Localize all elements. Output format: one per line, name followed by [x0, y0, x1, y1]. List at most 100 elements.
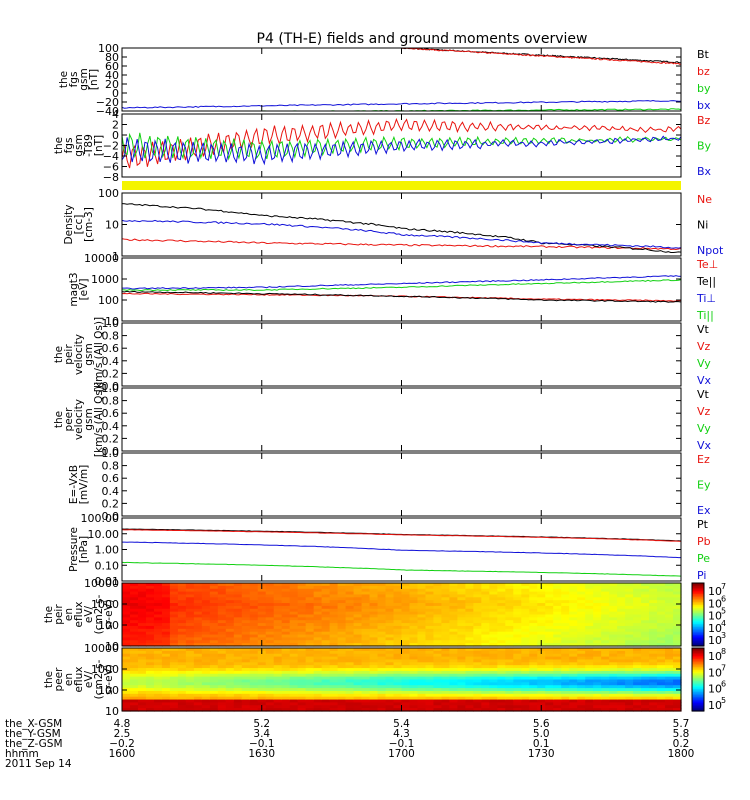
heatmap-cell [377, 665, 387, 669]
heatmap-cell [129, 608, 139, 613]
heatmap-cell [649, 594, 658, 598]
heatmap-cell [122, 594, 131, 598]
heatmap-cell [505, 594, 514, 598]
heatmap-cell [225, 702, 235, 706]
heatmap-cell [657, 659, 666, 663]
heatmap-cell [521, 585, 530, 590]
heatmap-cell [569, 670, 578, 675]
heatmap-cell [585, 662, 594, 666]
heatmap-cell [225, 643, 235, 647]
colorbar-cell [692, 706, 704, 709]
colorbar-label: 10 [708, 610, 722, 623]
heatmap-cell [225, 628, 235, 633]
heatmap-cell [249, 705, 259, 709]
heatmap-cell [617, 625, 626, 630]
heatmap-cell [633, 673, 642, 678]
heatmap-cell [361, 600, 371, 604]
heatmap-cell [249, 685, 259, 689]
heatmap-cell [209, 611, 219, 616]
heatmap-layer [122, 181, 704, 712]
heatmap-cell [633, 668, 642, 672]
heatmap-cell [617, 631, 626, 636]
heatmap-cell [257, 656, 267, 661]
heatmap-cell [193, 617, 203, 621]
heatmap-cell [417, 679, 427, 683]
heatmap-cell [401, 696, 411, 701]
heatmap-cell [337, 662, 347, 666]
heatmap-cell [473, 608, 482, 613]
heatmap-cell [505, 637, 514, 641]
heatmap-cell [137, 597, 147, 601]
heatmap-cell [217, 708, 227, 712]
heatmap-cell [297, 648, 307, 652]
heatmap-cell [361, 605, 371, 610]
heatmap-cell [497, 620, 506, 624]
heatmap-cell [409, 693, 419, 698]
heatmap-cell [433, 659, 443, 663]
heatmap-cell [145, 699, 155, 704]
heatmap-cell [353, 585, 363, 590]
heatmap-cell [569, 588, 578, 593]
heatmap-cell [537, 679, 546, 683]
heatmap-cell [433, 617, 443, 621]
heatmap-cell [665, 699, 674, 704]
heatmap-cell [177, 668, 187, 672]
colorbar-cell [692, 620, 704, 623]
heatmap-cell [633, 643, 642, 647]
heatmap-cell [625, 696, 634, 701]
ytick-label: 60 [105, 60, 119, 73]
heatmap-cell [441, 591, 451, 596]
heatmap-cell [585, 637, 594, 641]
heatmap-cell [521, 676, 530, 681]
heatmap-cell [569, 662, 578, 666]
heatmap-cell [457, 611, 466, 616]
heatmap-cell [249, 611, 259, 616]
heatmap-cell [497, 699, 506, 704]
ylabel-line: fgs [68, 72, 80, 88]
heatmap-cell [481, 631, 490, 636]
heatmap-cell [577, 708, 586, 712]
heatmap-cell [225, 611, 235, 616]
heatmap-cell [249, 676, 259, 681]
ytick-label: 10000 [84, 252, 119, 265]
colorbar-cell [692, 627, 704, 630]
heatmap-cell [553, 583, 562, 587]
heatmap-cell [457, 628, 466, 633]
heatmap-cell [601, 659, 610, 663]
heatmap-cell [249, 605, 259, 610]
heatmap-cell [481, 670, 490, 675]
ytick-label: 0.6 [102, 472, 120, 485]
heatmap-cell [513, 685, 522, 689]
heatmap-cell [433, 614, 443, 618]
heatmap-cell [569, 702, 578, 706]
heatmap-cell [321, 585, 331, 590]
heatmap-cell [129, 611, 139, 616]
heatmap-cell [137, 594, 147, 598]
heatmap-cell [441, 696, 451, 701]
heatmap-cell [225, 597, 235, 601]
heatmap-cell [241, 617, 251, 621]
heatmap-cell [385, 676, 395, 681]
series-layer [121, 47, 682, 577]
heatmap-cell [617, 640, 626, 644]
heatmap-cell [217, 650, 227, 655]
heatmap-cell [169, 679, 179, 683]
heatmap-cell [369, 659, 379, 663]
heatmap-cell [465, 617, 474, 621]
heatmap-cell [193, 688, 203, 692]
heatmap-cell [425, 603, 435, 607]
heatmap-cell [601, 682, 610, 686]
heatmap-cell [161, 648, 171, 652]
heatmap-cell [273, 682, 283, 686]
heatmap-cell [529, 617, 538, 621]
ylabel-line: [km/s (All Qs)] [93, 382, 105, 457]
heatmap-cell [489, 614, 498, 618]
heatmap-cell [665, 653, 674, 658]
heatmap-cell [225, 673, 235, 678]
heatmap-cell [225, 682, 235, 686]
heatmap-cell [417, 637, 427, 641]
heatmap-cell [625, 688, 634, 692]
heatmap-cell [457, 617, 466, 621]
heatmap-cell [433, 708, 443, 712]
colorbar-label: 10 [708, 666, 722, 679]
